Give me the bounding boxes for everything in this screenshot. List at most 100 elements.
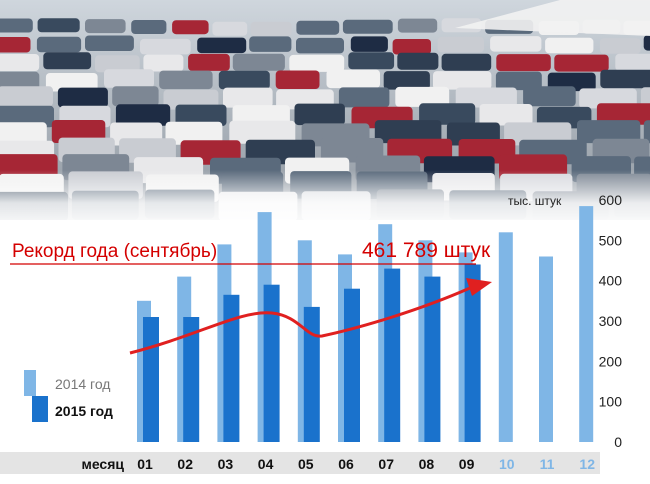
car-shape xyxy=(350,36,388,52)
car-shape xyxy=(348,52,395,70)
x-tick-label: 10 xyxy=(499,456,515,472)
car-shape xyxy=(0,71,40,91)
car-shape xyxy=(342,19,393,34)
legend-label-2015: 2015 год xyxy=(55,403,113,419)
car-shape xyxy=(45,73,98,92)
car-shape xyxy=(419,103,476,125)
car-shape xyxy=(249,36,292,52)
bar-2014-12 xyxy=(579,206,594,442)
y-tick-label: 0 xyxy=(614,434,622,450)
bar-2015-05 xyxy=(303,306,320,442)
car-shape xyxy=(51,120,106,143)
bar-2015-08 xyxy=(424,276,441,442)
x-tick-label: 02 xyxy=(177,456,193,472)
car-shape xyxy=(554,54,609,72)
car-shape xyxy=(374,120,442,144)
car-shape xyxy=(175,104,227,127)
bar-2014-11 xyxy=(539,256,553,442)
car-shape xyxy=(0,18,33,33)
car-shape xyxy=(85,19,126,34)
trend-arrowhead xyxy=(466,278,492,296)
trend-arrow xyxy=(129,286,471,355)
car-shape xyxy=(37,18,80,33)
x-tick-label: 04 xyxy=(258,456,274,472)
y-tick-label: 200 xyxy=(599,353,623,369)
car-shape xyxy=(275,70,320,89)
car-shape xyxy=(143,54,184,72)
car-shape xyxy=(395,86,450,107)
bar-2015-03 xyxy=(223,294,240,442)
car-shape xyxy=(496,54,551,72)
y-tick-label: 400 xyxy=(599,273,623,289)
y-axis-unit-label: тыс. штук xyxy=(508,194,562,208)
car-shape xyxy=(599,38,641,54)
car-shape xyxy=(600,69,650,89)
car-shape xyxy=(296,20,340,35)
x-tick-label: 05 xyxy=(298,456,314,472)
car-shape xyxy=(140,38,191,55)
car-shape xyxy=(338,87,390,108)
car-shape xyxy=(172,20,209,35)
y-tick-label: 300 xyxy=(599,313,623,329)
car-shape xyxy=(115,104,171,126)
car-shape xyxy=(0,86,53,107)
car-shape xyxy=(479,104,533,126)
x-tick-label: 11 xyxy=(540,456,555,472)
legend-swatch-2015 xyxy=(32,396,48,422)
x-axis-band xyxy=(0,452,600,474)
car-shape xyxy=(197,37,247,54)
car-shape xyxy=(441,53,492,71)
x-tick-label: 09 xyxy=(459,456,475,472)
x-tick-label: 12 xyxy=(579,456,595,472)
legend: 2014 год 2015 год xyxy=(24,370,113,422)
car-shape xyxy=(0,54,40,71)
car-shape xyxy=(85,35,134,51)
car-shape xyxy=(289,54,345,72)
car-shape xyxy=(229,120,296,144)
car-shape xyxy=(188,53,230,71)
car-shape xyxy=(433,71,492,90)
car-shape xyxy=(0,105,54,128)
record-value: 461 789 штук xyxy=(362,239,491,262)
x-tick-label: 03 xyxy=(218,456,234,472)
bar-2014-10 xyxy=(498,232,513,442)
car-shape xyxy=(495,71,542,91)
x-axis: 01 02 03 04 05 06 07 08 09 10 11 12 xyxy=(137,456,595,472)
car-shape xyxy=(212,21,248,36)
car-shape xyxy=(397,52,439,70)
car-shape xyxy=(504,122,572,146)
car-shape xyxy=(490,36,542,52)
y-axis: 0 100 200 300 400 500 600 xyxy=(599,192,623,450)
x-tick-label: 08 xyxy=(419,456,435,472)
car-shape xyxy=(0,37,31,53)
car-shape xyxy=(392,39,431,55)
car-shape xyxy=(159,70,213,90)
bar-2015-06 xyxy=(344,288,360,442)
car-shape xyxy=(455,87,517,108)
bar-2015-02 xyxy=(183,317,200,442)
y-tick-label: 100 xyxy=(599,394,623,410)
car-shape xyxy=(131,20,167,34)
x-tick-label: 06 xyxy=(338,456,354,472)
car-shape xyxy=(0,122,47,146)
car-shape xyxy=(437,36,484,53)
car-shape xyxy=(36,36,82,53)
bar-2015-04 xyxy=(263,284,280,442)
car-shape xyxy=(545,37,594,54)
car-shape xyxy=(397,18,438,33)
car-shape xyxy=(441,18,482,33)
car-shape xyxy=(383,71,430,90)
bar-2015-01 xyxy=(143,317,159,442)
x-tick-label: 07 xyxy=(378,456,394,472)
car-shape xyxy=(615,53,650,71)
car-shape xyxy=(640,87,650,108)
y-tick-label: 600 xyxy=(599,192,623,208)
car-shape xyxy=(643,120,650,144)
car-shape xyxy=(577,120,641,144)
bars-layer xyxy=(137,206,594,442)
x-tick-label: 01 xyxy=(137,456,153,472)
car-shape xyxy=(95,55,140,73)
car-shape xyxy=(119,138,176,163)
